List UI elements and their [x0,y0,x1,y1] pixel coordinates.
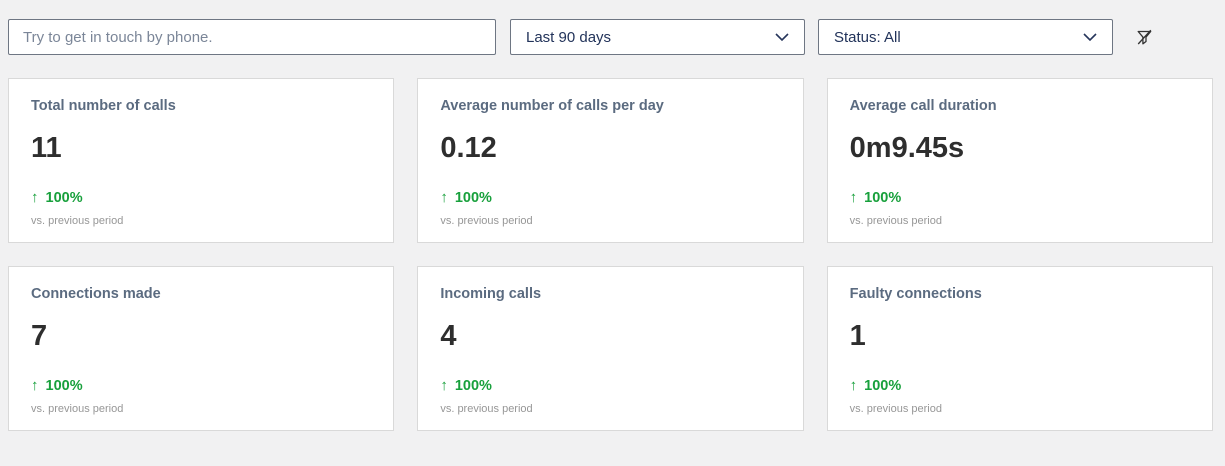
stat-card-title: Average call duration [849,98,997,114]
chevron-down-icon [1083,32,1097,41]
trend-up-arrow-icon: ↑ [440,189,448,206]
stat-card-connections-made: Connections made 7 ↑ 100% vs. previous p… [8,266,395,431]
stat-card-trend: ↑ 100% [31,189,371,207]
stat-card-title: Faulty connections [849,286,982,302]
chevron-down-icon [775,32,789,41]
trend-up-arrow-icon: ↑ [31,189,39,206]
stat-card-title: Connections made [31,286,161,302]
trend-up-arrow-icon: ↑ [849,189,858,206]
trend-percent: 100% [454,378,492,394]
trend-percent: 100% [45,378,83,394]
stat-card-avg-call-duration: Average call duration 0m9.45s ↑ 100% vs.… [826,78,1213,243]
stat-card-title: Incoming calls [440,286,542,302]
trend-percent: 100% [864,190,902,206]
status-value: Status: All [834,28,901,46]
stat-card-trend: ↑ 100% [440,189,780,207]
trend-percent: 100% [45,190,83,206]
status-select[interactable]: Status: All [818,19,1113,55]
stat-card-value: 0.12 [440,132,497,164]
stat-card-trend: ↑ 100% [31,377,371,395]
stat-card-avg-calls-per-day: Average number of calls per day 0.12 ↑ 1… [417,78,804,243]
filter-off-icon [1137,29,1151,44]
trend-up-arrow-icon: ↑ [31,377,39,394]
trend-up-arrow-icon: ↑ [849,377,858,394]
stat-card-value: 11 [31,132,62,164]
stat-card-total-calls: Total number of calls 11 ↑ 100% vs. prev… [8,78,395,243]
trend-percent: 100% [864,378,902,394]
stat-card-value: 1 [849,320,866,352]
stat-card-note: vs. previous period [849,215,942,227]
stat-card-trend: ↑ 100% [440,377,780,395]
filter-bar: Last 90 days Status: All [8,19,1213,55]
stat-card-value: 0m9.45s [849,132,965,164]
stat-card-faulty-connections: Faulty connections 1 ↑ 100% vs. previous… [826,266,1213,431]
stat-card-title: Average number of calls per day [440,98,664,114]
trend-percent: 100% [454,190,492,206]
stat-card-trend: ↑ 100% [850,377,1190,395]
stat-card-note: vs. previous period [31,215,124,227]
trend-up-arrow-icon: ↑ [440,377,448,394]
stats-grid: Total number of calls 11 ↑ 100% vs. prev… [8,78,1213,431]
clear-filters-button[interactable] [1132,25,1156,49]
date-range-value: Last 90 days [526,28,612,46]
stat-card-note: vs. previous period [849,403,942,415]
stat-card-title: Total number of calls [31,98,176,114]
stat-card-note: vs. previous period [31,403,124,415]
search-input[interactable] [8,19,496,55]
stat-card-note: vs. previous period [440,403,533,415]
stat-card-value: 7 [31,320,48,352]
date-range-select[interactable]: Last 90 days [510,19,805,55]
stat-card-note: vs. previous period [440,215,533,227]
stat-card-incoming-calls: Incoming calls 4 ↑ 100% vs. previous per… [417,266,804,431]
stat-card-value: 4 [440,320,457,352]
stat-card-trend: ↑ 100% [850,189,1190,207]
